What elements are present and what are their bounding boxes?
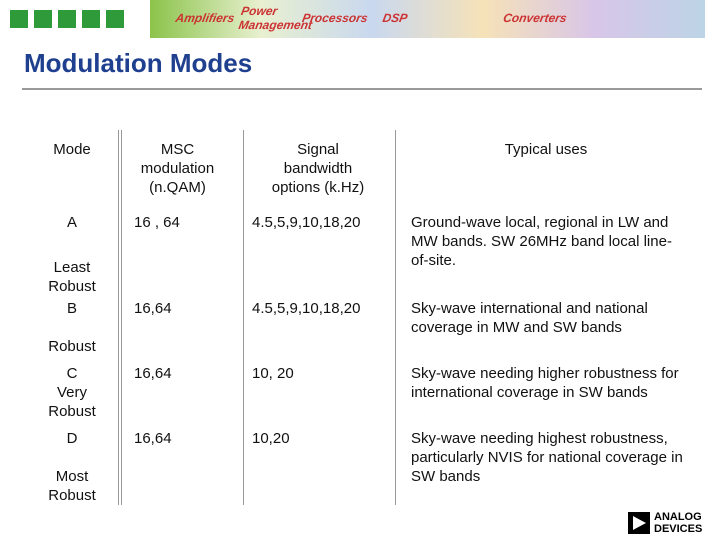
mode-cell: D: [66, 430, 78, 447]
mode-cell: A: [66, 214, 77, 231]
robustness-cell: Least Robust: [48, 259, 96, 295]
bandwidth-cell: 4.5,5,9,10,18,20: [252, 300, 361, 317]
banner-squares: [10, 4, 140, 34]
uses-cell: Sky-wave needing highest robustness, par…: [411, 430, 683, 485]
bandwidth-cell: 10, 20: [252, 365, 294, 382]
logo-line: DEVICES: [654, 523, 703, 535]
uses-cell: Ground-wave local, regional in LW and MW…: [411, 214, 672, 269]
column-divider: [243, 130, 244, 505]
banner-item: Amplifiers: [174, 11, 236, 25]
logo-line: ANALOG: [654, 511, 702, 523]
robustness-cell: Robust: [48, 338, 96, 355]
uses-cell: Sky-wave needing higher robustness for i…: [411, 365, 679, 401]
column-divider: [118, 130, 119, 505]
bandwidth-cell: 10,20: [252, 430, 290, 447]
title-rule: [22, 88, 702, 90]
msc-cell: 16,64: [134, 430, 172, 447]
banner-strip: [150, 0, 705, 38]
mode-cell: C: [66, 365, 78, 382]
msc-cell: 16,64: [134, 300, 172, 317]
logo-triangle: [633, 516, 646, 530]
bandwidth-cell: 4.5,5,9,10,18,20: [252, 214, 361, 231]
robustness-cell: Very Robust: [48, 384, 96, 420]
msc-cell: 16,64: [134, 365, 172, 382]
header-cell: Signal bandwidth options (k.Hz): [271, 141, 365, 196]
logo-text: ANALOG DEVICES: [654, 511, 702, 535]
header-cell: Typical uses: [504, 141, 588, 158]
banner-item: DSP: [381, 11, 409, 25]
msc-cell: 16 , 64: [134, 214, 180, 231]
header-cell: Mode: [53, 141, 91, 158]
header-cell: MSC modulation (n.QAM): [140, 141, 215, 196]
logo-mark: [628, 512, 650, 534]
uses-cell: Sky-wave international and national cove…: [411, 300, 648, 336]
banner-item: Converters: [502, 11, 568, 25]
robustness-cell: Most Robust: [48, 468, 96, 504]
mode-cell: B: [66, 300, 77, 317]
column-divider: [395, 130, 396, 505]
slide-title: Modulation Modes: [24, 48, 253, 78]
column-divider: [121, 130, 122, 505]
